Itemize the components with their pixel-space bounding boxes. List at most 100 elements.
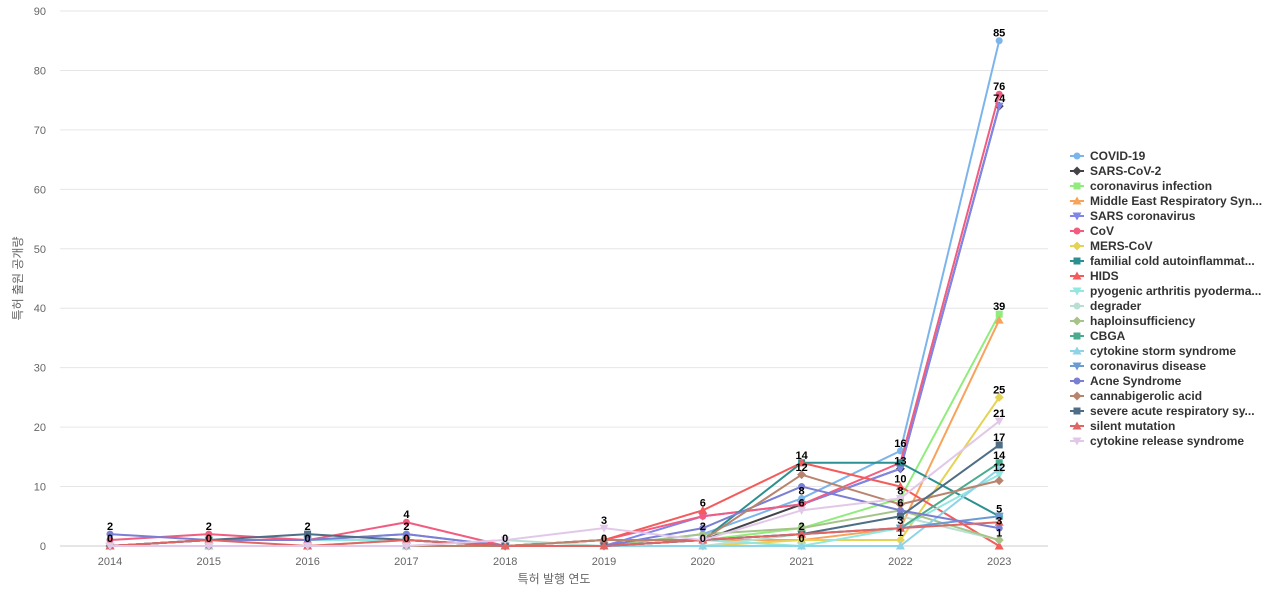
legend-item[interactable]: cannabigerolic acid [1070,389,1202,403]
legend-item[interactable]: CoV [1070,224,1114,238]
legend-marker-icon[interactable] [1072,196,1082,205]
data-point[interactable] [599,541,609,550]
data-point[interactable] [895,482,905,491]
data-point[interactable] [402,530,410,538]
legend-marker-icon[interactable] [1073,257,1081,265]
data-point[interactable] [895,535,905,545]
legend-marker-icon[interactable] [1073,302,1081,310]
data-point[interactable] [500,536,510,545]
legend-marker-icon[interactable] [1073,407,1081,415]
data-point[interactable] [105,542,115,551]
data-point[interactable] [204,535,214,544]
data-point[interactable] [106,536,114,544]
legend-marker-icon[interactable] [1073,182,1081,190]
data-point[interactable] [995,310,1003,318]
legend-item[interactable]: SARS coronavirus [1070,209,1196,223]
data-point[interactable] [699,512,707,520]
data-point[interactable] [895,523,905,532]
data-point[interactable] [895,499,905,509]
series-line[interactable] [109,105,1001,547]
data-point[interactable] [599,524,609,533]
legend-marker-icon[interactable] [1072,316,1082,326]
legend-marker-icon[interactable] [1073,227,1081,235]
legend-item[interactable]: HIDS [1070,269,1119,283]
data-point[interactable] [798,483,806,491]
series-line[interactable] [110,420,1000,547]
legend-item[interactable]: MERS-CoV [1070,239,1153,253]
data-point[interactable] [500,541,510,550]
data-point[interactable] [797,535,807,545]
series-line[interactable] [109,40,1001,547]
legend-item[interactable]: coronavirus disease [1070,359,1206,373]
data-point[interactable] [401,535,411,544]
legend-marker-icon[interactable] [1072,346,1082,355]
legend-item[interactable]: degrader [1070,299,1142,313]
data-point[interactable] [304,530,312,538]
legend-item[interactable]: cytokine storm syndrome [1070,344,1236,358]
legend-item[interactable]: familial cold autoinflammat... [1070,254,1255,268]
data-point[interactable] [797,506,807,515]
data-point[interactable] [994,517,1004,526]
series-line[interactable] [110,313,1001,547]
legend-item[interactable]: SARS-CoV-2 [1070,164,1162,178]
legend-item[interactable]: cytokine release syndrome [1070,434,1244,448]
data-point[interactable] [797,470,807,480]
data-point[interactable] [994,541,1004,550]
legend-item[interactable]: silent mutation [1070,419,1175,433]
legend-marker-icon[interactable] [1072,212,1082,221]
data-point[interactable] [995,37,1003,45]
legend-marker-icon[interactable] [1072,437,1082,446]
data-point[interactable] [599,535,609,545]
legend-marker-icon[interactable] [1072,391,1082,401]
data-point[interactable] [797,529,807,538]
data-point[interactable] [895,465,905,474]
legend-item[interactable]: coronavirus infection [1070,179,1212,193]
legend-marker-icon[interactable] [1073,332,1081,340]
data-point[interactable] [895,494,905,503]
data-point[interactable] [994,535,1004,545]
data-point[interactable] [994,471,1004,480]
data-point[interactable] [106,530,114,538]
legend-item[interactable]: CBGA [1070,329,1126,343]
data-point[interactable] [994,464,1004,473]
data-point[interactable] [895,541,905,550]
series-line[interactable] [109,105,1001,547]
data-point[interactable] [798,500,806,508]
data-point[interactable] [994,392,1004,402]
data-point[interactable] [204,542,214,551]
data-point[interactable] [994,476,1004,486]
data-point[interactable] [994,512,1004,521]
data-point[interactable] [995,90,1003,98]
legend-item[interactable]: pyogenic arthritis pyoderma... [1070,284,1261,298]
data-point[interactable] [698,529,708,539]
data-point[interactable] [995,441,1003,449]
data-point[interactable] [797,458,807,467]
data-point[interactable] [303,542,313,551]
legend-item[interactable]: COVID-19 [1070,149,1146,163]
data-point[interactable] [698,541,708,550]
legend-item[interactable]: Middle East Respiratory Syn... [1070,194,1262,208]
legend-item[interactable]: severe acute respiratory sy... [1070,404,1255,418]
legend-marker-icon[interactable] [1072,421,1082,430]
data-point[interactable] [994,417,1004,426]
data-point[interactable] [896,512,904,520]
legend-marker-icon[interactable] [1072,362,1082,371]
legend-marker-icon[interactable] [1072,271,1082,280]
data-point[interactable] [896,459,904,467]
data-point[interactable] [304,536,312,544]
legend-item[interactable]: haploinsufficiency [1070,314,1196,328]
data-point[interactable] [698,505,708,514]
series-line[interactable] [109,521,1000,547]
data-point[interactable] [994,315,1004,324]
data-point[interactable] [205,530,213,538]
data-point[interactable] [995,459,1003,467]
data-point[interactable] [896,506,904,514]
data-point[interactable] [699,524,707,532]
legend-marker-icon[interactable] [1073,152,1081,160]
data-point[interactable] [995,524,1003,532]
series-line[interactable] [110,396,1001,547]
legend-marker-icon[interactable] [1072,287,1082,296]
legend-marker-icon[interactable] [1072,166,1082,176]
legend-marker-icon[interactable] [1072,241,1082,251]
